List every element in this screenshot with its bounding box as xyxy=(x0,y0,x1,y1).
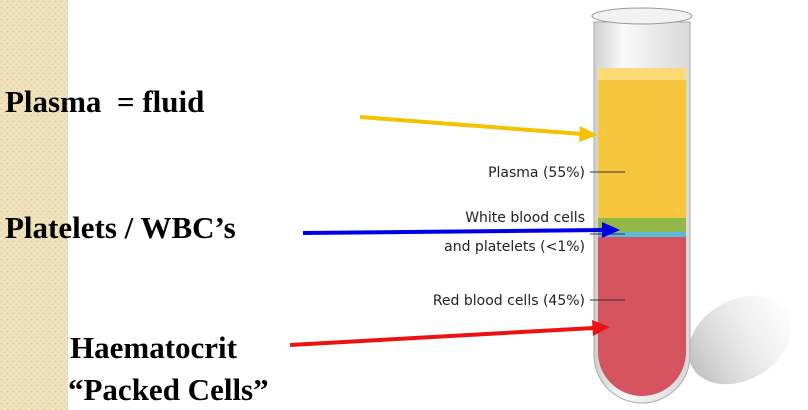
tube-label: White blood cells xyxy=(465,210,585,226)
rbc-layer xyxy=(598,237,686,396)
wbc-layer xyxy=(598,218,686,232)
tube-shadow xyxy=(688,295,792,385)
tube-label: and platelets (<1%) xyxy=(444,239,585,255)
platelet-layer xyxy=(598,232,686,237)
arrowhead xyxy=(602,222,620,238)
plasma-layer xyxy=(598,68,686,218)
left-label: Plasma = fluid xyxy=(5,84,204,119)
tube-label: Red blood cells (45%) xyxy=(433,293,585,309)
tube-rim xyxy=(591,7,693,25)
texture-strip xyxy=(0,0,68,410)
left-label: Haematocrit xyxy=(70,330,238,365)
arrowhead xyxy=(592,320,610,336)
left-label: Platelets / WBC’s xyxy=(5,210,236,245)
arrow xyxy=(289,326,595,347)
arrow xyxy=(359,115,583,136)
plasma-surface xyxy=(598,68,686,80)
arrow xyxy=(302,228,605,235)
tube-label: Plasma (55%) xyxy=(488,165,585,181)
arrowhead xyxy=(579,126,598,142)
left-label: “Packed Cells” xyxy=(68,372,269,407)
